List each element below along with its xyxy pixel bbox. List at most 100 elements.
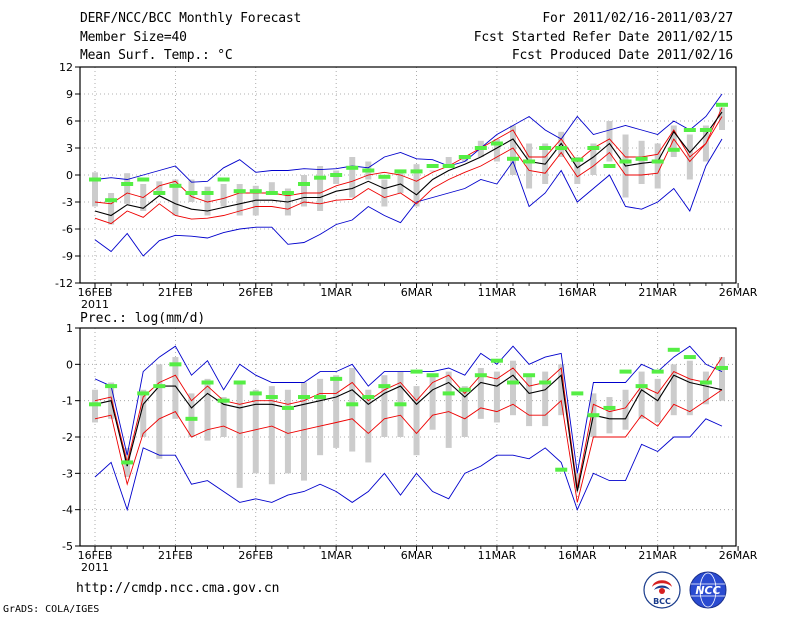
temperature-observation-mark (346, 165, 359, 170)
precipitation-spread-box (268, 386, 275, 485)
temperature-year-label: 2011 (81, 298, 109, 311)
precipitation-spread-box (236, 382, 243, 488)
temperature-observation-mark (362, 168, 375, 173)
temperature-spread-box (220, 184, 227, 207)
precipitation-spread-box (365, 389, 372, 463)
precipitation-observation-mark (667, 347, 680, 352)
precipitation-observation-mark (651, 369, 664, 374)
temperature-ytick-label: 0 (66, 169, 73, 182)
temperature-observation-mark (298, 182, 310, 186)
temperature-min-line (94, 138, 723, 257)
precipitation-spread-box (156, 364, 163, 459)
temperature-xtick-label: 11MAR (478, 286, 517, 299)
temperature-spread-box (670, 125, 677, 157)
temperature-observation-mark (201, 191, 214, 195)
precipitation-spread-box (284, 389, 291, 474)
precipitation-spread-box (188, 393, 195, 437)
temperature-observation-mark (410, 169, 423, 174)
precipitation-xtick-label: 21MAR (638, 549, 677, 562)
temperature-spread-box (124, 173, 131, 204)
precipitation-observation-mark (153, 384, 166, 389)
precipitation-xtick-label: 26FEB (238, 549, 273, 562)
temperature-observation-mark (458, 155, 471, 159)
temperature-spread-box (461, 157, 468, 162)
precipitation-observation-mark (523, 373, 536, 378)
precipitation-observation-mark (571, 391, 584, 396)
forecast-produced-date: Fcst Produced Date 2011/02/16 (511, 48, 733, 63)
precipitation-year-label: 2011 (81, 561, 109, 574)
temperature-observation-mark (426, 164, 439, 168)
temperature-spread-box (719, 107, 725, 130)
temperature-observation-mark (169, 183, 182, 188)
temperature-observation-mark (699, 128, 712, 132)
source-url[interactable]: http://cmdp.ncc.cma.gov.cn (76, 581, 280, 596)
precipitation-xtick-label: 21FEB (158, 549, 193, 562)
temperature-observation-mark (105, 198, 118, 203)
precipitation-observation-mark (539, 380, 552, 385)
precipitation-observation-mark (89, 402, 101, 407)
precipitation-spread-box (686, 360, 693, 416)
temperature-spread-box (445, 157, 452, 165)
precipitation-spread-box (317, 378, 324, 456)
temperature-spread-box (108, 193, 115, 225)
precipitation-spread-box (204, 378, 211, 441)
temperature-label: Mean Surf. Temp.: °C (80, 48, 233, 63)
temperature-ytick-label: -6 (62, 223, 73, 236)
temperature-spread-box (172, 179, 179, 216)
temperature-spread-box (397, 172, 404, 193)
precipitation-observation-mark (105, 384, 118, 389)
precipitation-observation-mark (281, 405, 294, 410)
temperature-observation-mark (121, 182, 134, 186)
temperature-spread-box (188, 179, 195, 202)
precipitation-xtick-label: 16FEB (78, 549, 113, 562)
precipitation-observation-mark (619, 369, 632, 374)
temperature-observation-mark (217, 177, 230, 182)
temperature-observation-mark (571, 157, 584, 162)
precipitation-spread-box (220, 397, 227, 437)
precipitation-observation-mark (699, 380, 712, 385)
precipitation-max-line (94, 345, 723, 474)
temperature-spread-box (654, 143, 661, 189)
temperature-observation-mark (587, 146, 600, 150)
temperature-observation-mark (281, 191, 294, 195)
temperature-observation-mark (137, 177, 150, 182)
precipitation-observation-mark (426, 373, 439, 378)
precipitation-spread-box (333, 375, 340, 448)
temperature-ytick-label: -9 (62, 250, 73, 263)
temperature-spread-box (381, 179, 388, 207)
precipitation-lower-line (94, 389, 723, 503)
precipitation-observation-mark (169, 362, 182, 367)
temperature-ytick-label: 9 (66, 88, 73, 101)
temperature-spread-box (413, 164, 420, 207)
precipitation-observation-mark (490, 358, 503, 363)
precipitation-xtick-label: 1MAR (320, 549, 352, 562)
precipitation-ytick-label: -2 (62, 431, 73, 444)
precipitation-observation-mark (217, 398, 230, 403)
temperature-ytick-label: -12 (55, 277, 73, 290)
temperature-spread-box (268, 182, 275, 195)
temperature-ytick-label: 3 (66, 142, 73, 155)
temperature-observation-mark (667, 147, 680, 152)
temperature-panel: 12 9 6 3 0 -3 -6 -9 -12 16FEB 21FEB 26FEB 1MAR 6MAR 11… (55, 61, 758, 311)
precipitation-spread-box (413, 386, 420, 456)
precipitation-spread-box (638, 371, 645, 419)
precipitation-spread-box (606, 397, 613, 434)
temperature-spread-box (349, 157, 356, 198)
precipitation-spread-box (670, 364, 677, 416)
temperature-observation-mark (89, 177, 101, 182)
temperature-spread-box (526, 143, 533, 189)
temperature-observation-mark (490, 141, 503, 146)
precipitation-spread-box (526, 375, 533, 427)
precipitation-observation-mark (442, 391, 455, 396)
temperature-xtick-label: 16FEB (78, 286, 113, 299)
precipitation-observation-mark (587, 413, 600, 418)
bcc-logo-text: BCC (653, 597, 671, 606)
precipitation-spread-box (574, 473, 581, 488)
temperature-xtick-label: 26FEB (238, 286, 273, 299)
precipitation-ytick-label: -3 (62, 467, 73, 480)
temperature-observation-mark (314, 175, 327, 180)
precipitation-observation-mark (716, 365, 728, 370)
temperature-ytick-label: 12 (59, 61, 73, 74)
